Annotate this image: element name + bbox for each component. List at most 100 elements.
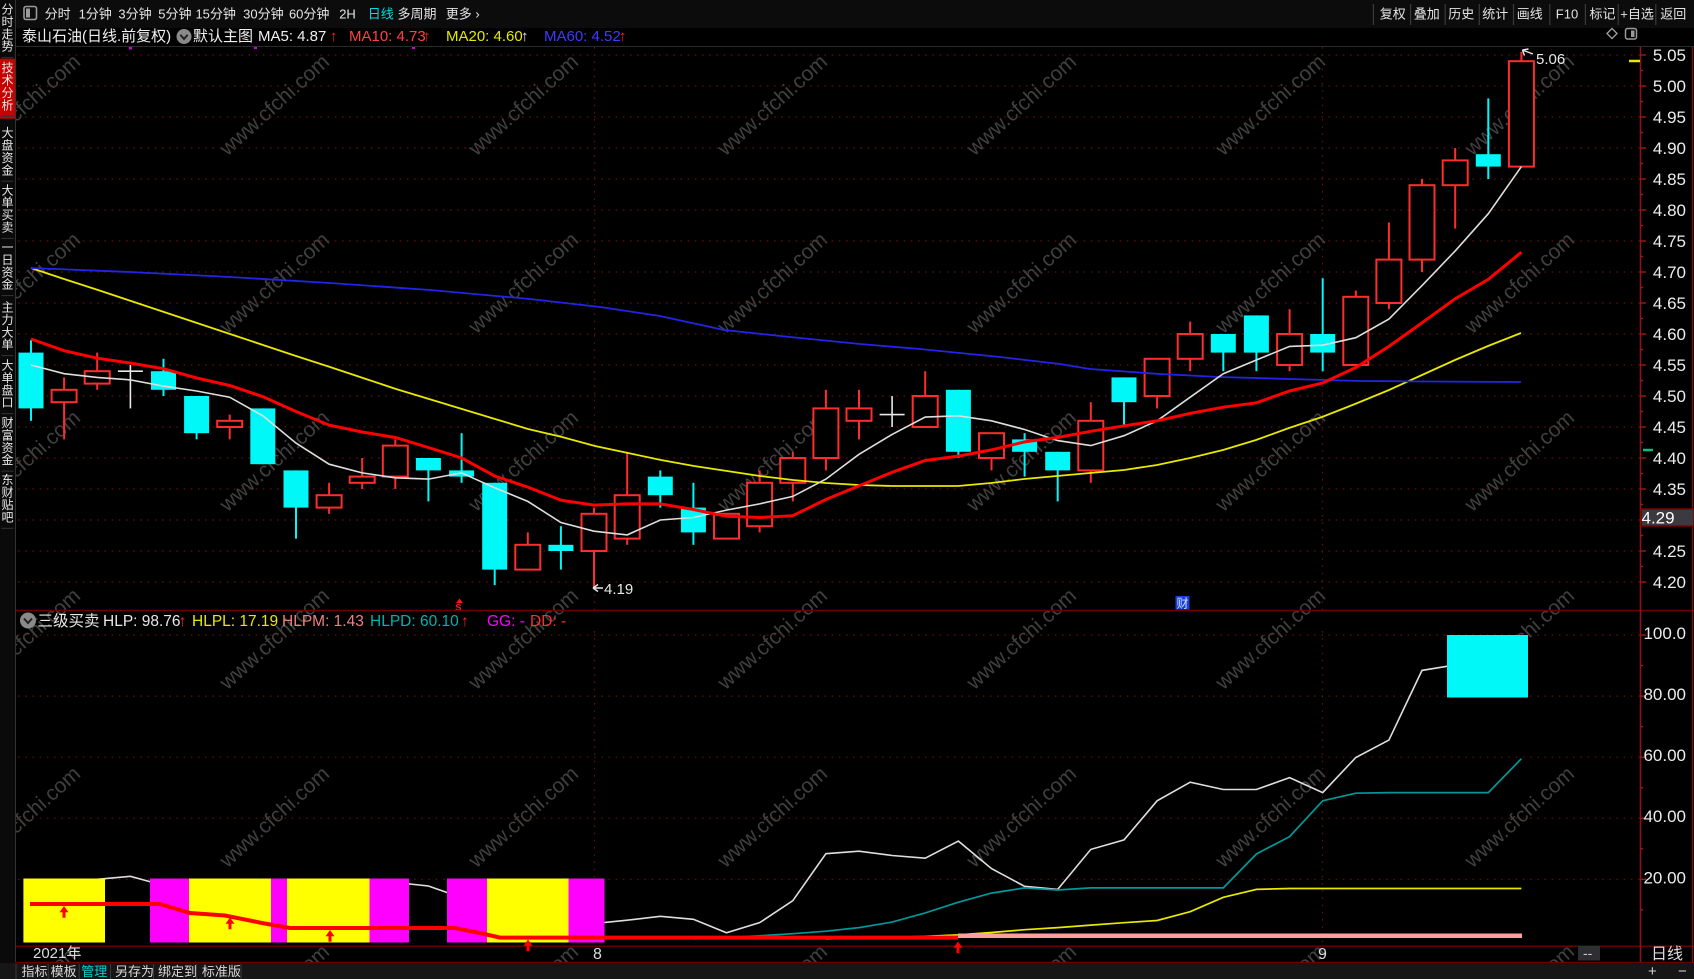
- svg-text:另存为: 另存为: [115, 964, 154, 979]
- svg-text:GG: -: GG: -: [487, 613, 525, 630]
- svg-text:财: 财: [1, 416, 13, 430]
- svg-text:4.25: 4.25: [1653, 542, 1686, 561]
- svg-text:15分钟: 15分钟: [195, 7, 235, 22]
- svg-text:更多 ›: 更多 ›: [446, 7, 480, 22]
- svg-text:单: 单: [1, 196, 13, 210]
- svg-text:资: 资: [1, 265, 13, 279]
- svg-text:5.05: 5.05: [1653, 46, 1686, 65]
- svg-text:口: 口: [1, 396, 13, 410]
- svg-text:分: 分: [1, 86, 13, 100]
- svg-text:--: --: [1583, 945, 1593, 961]
- svg-text:↑: ↑: [521, 28, 529, 45]
- svg-text:模板: 模板: [51, 964, 77, 979]
- svg-text:3分钟: 3分钟: [118, 7, 151, 22]
- svg-text:历史: 历史: [1448, 7, 1474, 22]
- svg-text:↑: ↑: [330, 28, 338, 45]
- svg-text:金: 金: [1, 452, 13, 467]
- svg-text:富: 富: [1, 427, 13, 442]
- svg-text:↑: ↑: [619, 28, 627, 45]
- svg-text:F10: F10: [1556, 7, 1578, 22]
- svg-text:60分钟: 60分钟: [289, 7, 329, 22]
- svg-text:盘: 盘: [1, 138, 13, 153]
- svg-text:4.20: 4.20: [1653, 573, 1686, 592]
- svg-text:30分钟: 30分钟: [243, 7, 283, 22]
- svg-text:2021年: 2021年: [33, 945, 81, 962]
- svg-text:+: +: [1648, 963, 1657, 979]
- svg-text:4.35: 4.35: [1653, 480, 1686, 499]
- svg-text:指标: 指标: [22, 964, 48, 979]
- svg-text:4.85: 4.85: [1653, 170, 1686, 189]
- svg-text:资: 资: [1, 441, 13, 455]
- svg-text:4.29: 4.29: [1642, 509, 1675, 528]
- svg-text:HLPD: 60.10: HLPD: 60.10: [370, 613, 459, 630]
- svg-text:MA20: 4.60: MA20: 4.60: [446, 28, 523, 45]
- svg-text:4.60: 4.60: [1653, 325, 1686, 344]
- svg-text:大: 大: [1, 126, 13, 140]
- svg-text:力: 力: [1, 313, 13, 327]
- svg-text:4.50: 4.50: [1653, 387, 1686, 406]
- svg-text:日: 日: [1, 253, 13, 267]
- svg-text:4.19: 4.19: [604, 581, 633, 598]
- svg-text:走: 走: [1, 27, 13, 41]
- svg-text:60.00: 60.00: [1643, 746, 1686, 765]
- svg-text:日线: 日线: [1651, 945, 1683, 963]
- svg-text:HLPM: 1.43: HLPM: 1.43: [282, 613, 364, 630]
- svg-text:4.75: 4.75: [1653, 232, 1686, 251]
- svg-text:析: 析: [1, 98, 13, 112]
- svg-text:5.06: 5.06: [1536, 51, 1565, 68]
- svg-text:4.55: 4.55: [1653, 356, 1686, 375]
- svg-text:财: 财: [1177, 597, 1189, 611]
- svg-text:贴: 贴: [1, 498, 13, 512]
- svg-text:100.0: 100.0: [1643, 624, 1686, 643]
- svg-text:9: 9: [1318, 946, 1327, 963]
- svg-text:+自选: +自选: [1620, 7, 1654, 22]
- svg-text:20.00: 20.00: [1643, 868, 1686, 887]
- svg-text:返回: 返回: [1660, 7, 1686, 22]
- svg-text:买: 买: [1, 208, 13, 222]
- svg-text:1分钟: 1分钟: [79, 7, 112, 22]
- svg-text:5分钟: 5分钟: [158, 7, 191, 22]
- svg-text:标准版: 标准版: [202, 964, 241, 979]
- svg-text:术: 术: [1, 74, 13, 88]
- svg-text:统计: 统计: [1482, 7, 1508, 22]
- svg-text:三级买卖: 三级买卖: [38, 612, 100, 630]
- svg-text:MA10: 4.73: MA10: 4.73: [349, 28, 426, 45]
- svg-text:MA60: 4.52: MA60: 4.52: [544, 28, 621, 45]
- svg-text:HLP: 98.76: HLP: 98.76: [103, 613, 181, 630]
- svg-text:DD: -: DD: -: [530, 613, 566, 630]
- svg-text:叠加: 叠加: [1414, 7, 1440, 22]
- svg-text:绑定到: 绑定到: [158, 964, 197, 979]
- svg-text:大: 大: [1, 325, 13, 339]
- svg-text:4.90: 4.90: [1653, 139, 1686, 158]
- svg-text:↑: ↑: [461, 613, 469, 630]
- svg-text:MA5: 4.87: MA5: 4.87: [258, 28, 326, 45]
- svg-text:资: 资: [1, 151, 13, 165]
- svg-text:大: 大: [1, 359, 13, 373]
- svg-text:4.70: 4.70: [1653, 263, 1686, 282]
- svg-text:s: s: [455, 600, 462, 614]
- svg-text:势: 势: [1, 40, 13, 54]
- svg-text:日线: 日线: [368, 7, 394, 22]
- svg-text:5.00: 5.00: [1653, 77, 1686, 96]
- svg-text:技: 技: [1, 61, 13, 75]
- svg-text:↑: ↑: [423, 28, 431, 45]
- svg-text:HLPL: 17.19: HLPL: 17.19: [192, 613, 278, 630]
- svg-text:80.00: 80.00: [1643, 685, 1686, 704]
- svg-text:盘: 盘: [1, 382, 13, 397]
- svg-text:复权: 复权: [1380, 7, 1406, 22]
- svg-text:泰山石油(日线.前复权): 泰山石油(日线.前复权): [22, 27, 171, 45]
- svg-text:卖: 卖: [1, 221, 13, 235]
- svg-text:↑: ↑: [179, 613, 187, 630]
- svg-text:财: 财: [1, 486, 13, 500]
- svg-text:标记: 标记: [1589, 7, 1615, 22]
- svg-text:东: 东: [1, 473, 13, 487]
- svg-text:−: −: [1678, 963, 1687, 979]
- svg-text:金: 金: [1, 162, 13, 177]
- svg-text:4.65: 4.65: [1653, 294, 1686, 313]
- svg-text:8: 8: [593, 946, 602, 963]
- svg-text:40.00: 40.00: [1643, 807, 1686, 826]
- svg-text:分: 分: [1, 3, 13, 17]
- svg-text:分时: 分时: [45, 7, 71, 22]
- svg-text:4.45: 4.45: [1653, 418, 1686, 437]
- svg-text:主: 主: [1, 301, 13, 315]
